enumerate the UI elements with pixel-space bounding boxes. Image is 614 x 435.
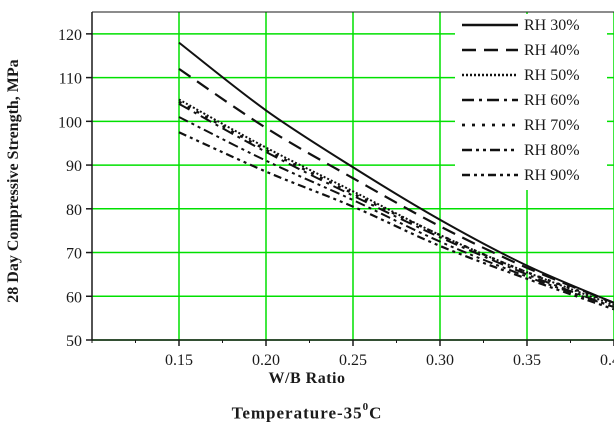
y-tick-label-2: 70 [66,246,82,263]
series-line-3 [178,98,614,306]
legend-label-6: RH 80% [524,142,580,159]
y-tick-label-1: 60 [66,289,82,306]
legend-label-3: RH 50% [524,67,580,84]
y-tick-labels: 50 60 70 80 90 100 110 120 [58,27,92,350]
x-axis-title: W/B Ratio [268,370,346,387]
y-tick-label-3: 80 [66,202,82,219]
legend-label-4: RH 60% [524,92,580,109]
x-tick-label-4: 0.35 [513,352,541,369]
legend: RH 30% RH 40% RH 50% RH 60% RH 70% RH 80% RH 9… [455,14,607,190]
x-tick-label-1: 0.20 [252,352,280,369]
y-tick-label-5: 100 [58,114,82,131]
x-tick-label-3: 0.30 [426,352,454,369]
legend-label-2: RH 40% [524,42,580,59]
legend-background [455,14,607,190]
series-line-2 [178,67,614,304]
series-lines [178,41,614,311]
x-tick-labels: 0.15 0.20 0.25 0.30 0.35 0.40 [91,340,614,369]
chart-caption: Temperature-350C [0,401,614,424]
y-tick-label-7: 120 [58,27,82,44]
legend-label-1: RH 30% [524,17,580,34]
caption-degree: 0 [362,401,370,413]
y-axis-title: 28 Day Compressive Strength, MPa [5,59,22,303]
series-line-1 [178,41,614,304]
x-tick-label-0: 0.15 [165,352,193,369]
y-tick-label-0: 50 [66,333,82,350]
caption-suffix: C [369,403,383,423]
legend-label-7: RH 90% [524,167,580,184]
series-line-7 [178,131,614,311]
caption-prefix: Temperature-35 [231,403,363,423]
y-tick-label-6: 110 [59,71,82,88]
y-tick-label-4: 90 [66,158,82,175]
x-tick-label-5: 0.40 [600,352,614,369]
series-line-6 [178,116,614,309]
legend-label-5: RH 70% [524,117,580,134]
x-tick-label-2: 0.25 [339,352,367,369]
